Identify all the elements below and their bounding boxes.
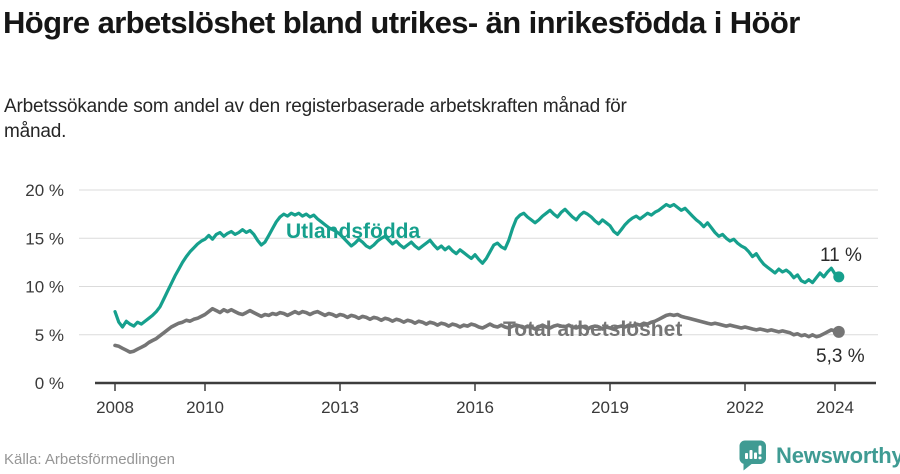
y-axis-labels: 20 % 15 % 10 % 5 % 0 % bbox=[25, 181, 64, 393]
x-tick-label: 2013 bbox=[321, 398, 359, 417]
x-tick-label: 2019 bbox=[591, 398, 629, 417]
x-tick-label: 2010 bbox=[186, 398, 224, 417]
utlandsfodda-end-value-label: 11 % bbox=[820, 245, 862, 266]
source-note: Källa: Arbetsförmedlingen bbox=[4, 451, 175, 468]
total-end-value-label: 5,3 % bbox=[816, 346, 865, 367]
utlandsfodda-series-label: Utlandsfödda bbox=[286, 220, 420, 243]
page-title: Högre arbetslöshet bland utrikes- än inr… bbox=[3, 5, 800, 40]
brand-logo: Newsworthy bbox=[739, 440, 900, 471]
x-tick-label: 2022 bbox=[726, 398, 764, 417]
y-tick-label: 10 % bbox=[25, 278, 64, 297]
utlandsfodda-line bbox=[113, 202, 841, 329]
y-tick-label: 5 % bbox=[35, 326, 64, 345]
total-series-label: Total arbetslöshet bbox=[503, 318, 682, 341]
y-tick-label: 15 % bbox=[25, 229, 64, 248]
y-tick-label: 0 % bbox=[35, 374, 64, 393]
series-lines bbox=[113, 202, 841, 354]
grid-and-axes bbox=[79, 189, 878, 391]
newsworthy-chart-bubble-icon bbox=[739, 440, 766, 471]
total-arbetsloshet-line bbox=[113, 306, 841, 354]
x-axis-labels: 2008 2010 2013 2016 2019 2022 2024 bbox=[96, 398, 854, 417]
utlandsfodda-end-dot bbox=[833, 271, 845, 283]
brand-name: Newsworthy bbox=[776, 442, 900, 468]
x-tick-label: 2016 bbox=[456, 398, 494, 417]
total-end-dot bbox=[832, 325, 845, 338]
x-tick-label: 2008 bbox=[96, 398, 134, 417]
x-tick-label: 2024 bbox=[816, 398, 854, 417]
chart-subtitle: Arbetssökande som andel av den registerb… bbox=[4, 96, 627, 143]
y-tick-label: 20 % bbox=[25, 181, 64, 200]
